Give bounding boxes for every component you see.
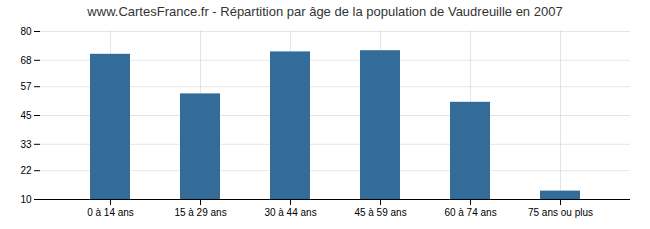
- svg-text:15 à 29 ans: 15 à 29 ans: [174, 207, 226, 218]
- svg-text:30 à 44 ans: 30 à 44 ans: [264, 207, 316, 218]
- svg-text:10: 10: [20, 194, 32, 205]
- svg-text:75 ans ou plus: 75 ans ou plus: [528, 207, 593, 218]
- svg-text:68: 68: [20, 55, 32, 66]
- html-text:www.CartesFrance.fr - Répartit: www.CartesFrance.fr - Répartition par âg…: [87, 4, 563, 19]
- svg-text:80: 80: [20, 26, 32, 37]
- svg-text:57: 57: [20, 81, 32, 92]
- svg-text:45 à 59 ans: 45 à 59 ans: [354, 207, 406, 218]
- svg-text:33: 33: [20, 139, 32, 150]
- svg-text:22: 22: [20, 165, 32, 176]
- svg-text:60 à 74 ans: 60 à 74 ans: [444, 207, 496, 218]
- svg-text:45: 45: [20, 110, 32, 121]
- svg-text:0 à 14 ans: 0 à 14 ans: [87, 207, 134, 218]
